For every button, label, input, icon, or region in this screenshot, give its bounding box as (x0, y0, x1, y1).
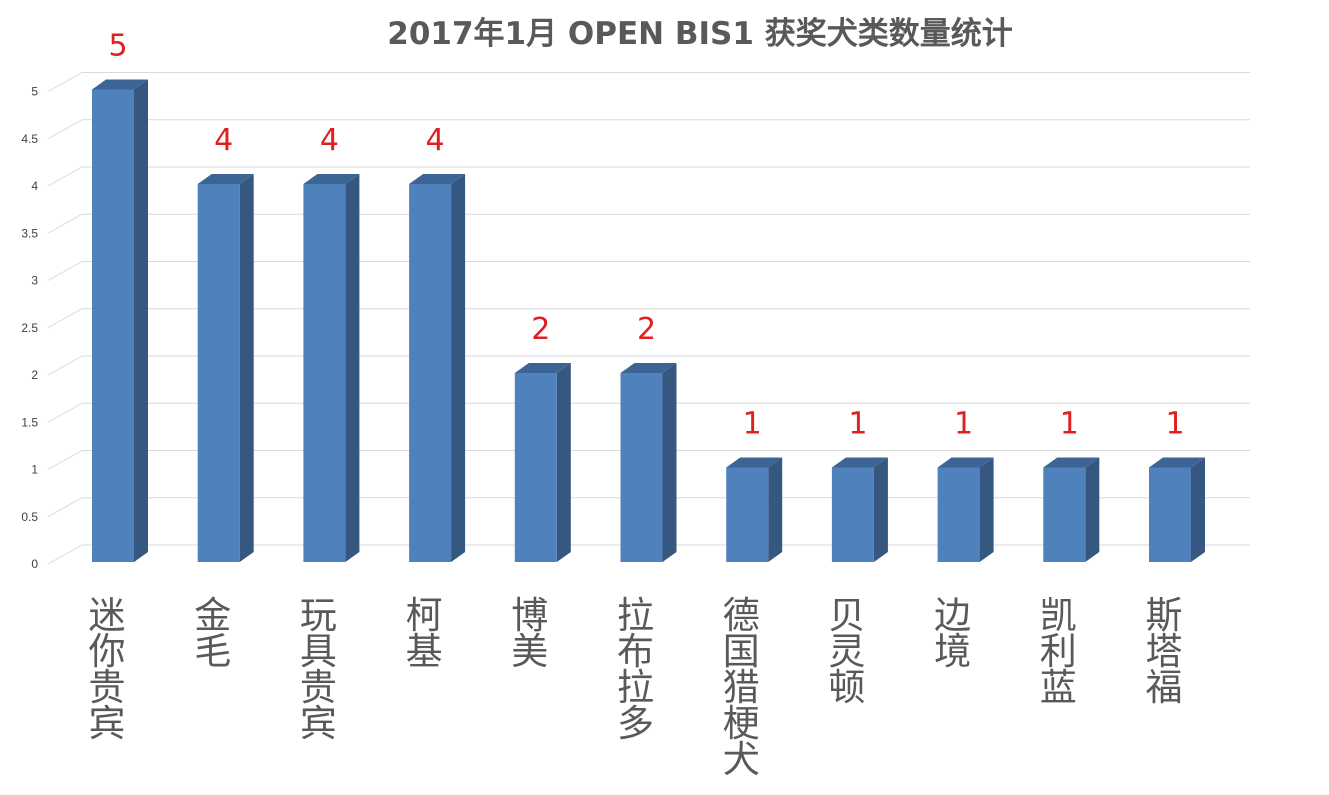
y-axis-ticks: 0 0.5 1 1.5 2 2.5 3 3.5 4 4.5 5 (21, 85, 38, 572)
bar (1149, 457, 1205, 562)
bar-front (197, 184, 240, 562)
bar-top (514, 363, 571, 373)
data-label: 1 (848, 407, 867, 442)
category-label: 德国猎梗犬 (723, 594, 760, 781)
chart-title: 2017年1月 OPEN BIS1 获奖犬类数量统计 (387, 16, 1012, 52)
bar-side (873, 457, 888, 562)
gridline-side (47, 119, 83, 140)
y-tick-label: 5 (31, 85, 38, 99)
y-tick-label: 3.5 (21, 226, 38, 240)
bar-top (409, 174, 466, 184)
bar-side (345, 174, 360, 562)
y-tick-label: 4 (31, 179, 38, 193)
bar (831, 457, 888, 562)
bar-front (1149, 467, 1191, 562)
bar-front (937, 467, 980, 562)
bar-top (1149, 457, 1205, 468)
data-label: 4 (426, 123, 445, 158)
gridline-side (47, 72, 83, 92)
bar-front (726, 467, 769, 562)
bar-top (92, 79, 148, 90)
bar-side (239, 174, 254, 562)
y-tick-label: 2.5 (21, 321, 38, 335)
bar-side (1085, 457, 1100, 562)
data-label: 2 (531, 312, 550, 347)
gridline-side (47, 355, 83, 376)
y-tick-label: 4.5 (21, 132, 38, 146)
category-label: 斯塔福 (1146, 594, 1183, 709)
bar (726, 457, 783, 562)
bar-front (409, 184, 452, 562)
gridline-side (47, 497, 83, 518)
bar (92, 79, 148, 562)
y-tick-label: 0.5 (21, 510, 38, 524)
data-label: 1 (1060, 407, 1079, 442)
gridline-side (47, 213, 83, 234)
gridline-side (47, 544, 83, 565)
bar (303, 174, 360, 562)
bar-top (726, 457, 783, 468)
bars (92, 79, 1205, 562)
bar (514, 363, 571, 562)
bar-side (134, 79, 148, 562)
bar-top (1043, 457, 1100, 468)
gridline-side (47, 166, 83, 187)
gridline-side (47, 308, 83, 329)
y-tick-label: 2 (31, 368, 38, 382)
category-label: 博美 (511, 594, 548, 673)
bar (409, 174, 466, 562)
bar-top (831, 457, 888, 468)
y-tick-label: 3 (31, 274, 38, 288)
bar (937, 457, 994, 562)
bar-side (979, 457, 994, 562)
category-label: 金毛 (194, 594, 231, 673)
category-label: 凯利蓝 (1040, 594, 1077, 709)
y-tick-label: 1 (31, 463, 38, 477)
bar (620, 363, 677, 562)
data-label: 1 (1165, 407, 1184, 442)
gridline-side (47, 450, 83, 470)
category-label: 迷你贵宾 (89, 594, 126, 745)
data-label: 5 (108, 29, 127, 64)
y-tick-label: 0 (31, 557, 38, 571)
bar (1043, 457, 1100, 562)
bar-side (556, 363, 571, 562)
bar-front (1043, 467, 1086, 562)
data-label: 4 (320, 123, 339, 158)
data-label: 1 (743, 407, 762, 442)
category-label: 玩具贵宾 (300, 594, 337, 745)
y-tick-label: 1.5 (21, 415, 38, 429)
category-label: 拉布拉多 (617, 594, 654, 745)
bar-front (303, 184, 346, 562)
bar-top (620, 363, 677, 373)
bar-side (768, 457, 783, 562)
gridline-side (47, 402, 83, 423)
bar-top (303, 174, 360, 184)
data-label: 2 (637, 312, 656, 347)
category-label: 边境 (934, 594, 971, 673)
bar-side (1191, 457, 1205, 562)
bar-front (514, 373, 557, 562)
data-label: 4 (214, 123, 233, 158)
bar-top (197, 174, 254, 184)
gridline-side (47, 261, 83, 281)
bar-top (937, 457, 994, 468)
bar-side (662, 363, 677, 562)
data-labels: 5 4 4 4 2 2 1 1 1 1 1 (108, 29, 1184, 442)
bar-front (620, 373, 663, 562)
category-label: 柯基 (406, 594, 443, 673)
bar-front (831, 467, 874, 562)
bar-front (92, 89, 134, 562)
bar (197, 174, 254, 562)
category-label: 贝灵顿 (828, 594, 865, 709)
data-label: 1 (954, 407, 973, 442)
bar-side (451, 174, 466, 562)
